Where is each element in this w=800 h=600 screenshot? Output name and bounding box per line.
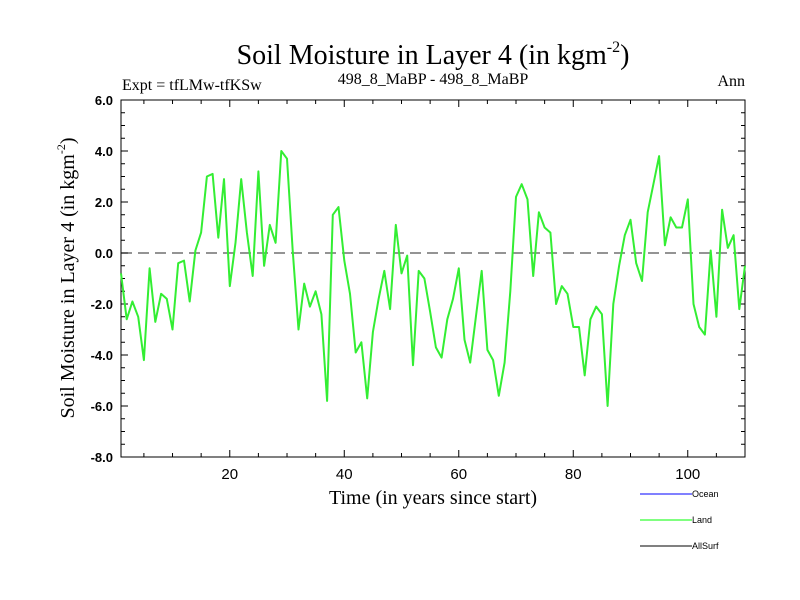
- subtitle-right: Ann: [717, 73, 745, 90]
- x-tick-label: 60: [450, 466, 467, 483]
- legend-label-allsurf: AllSurf: [692, 541, 719, 551]
- legend-label-ocean: Ocean: [692, 489, 719, 499]
- plot-frame: [120, 99, 746, 458]
- chart-title-close: ): [620, 40, 629, 71]
- series-line-land: [120, 150, 746, 407]
- y-tick-label: 4.0: [95, 144, 113, 159]
- y-tick-label: 2.0: [95, 195, 113, 210]
- x-tick-label: 40: [336, 466, 353, 483]
- y-tick-label: -8.0: [91, 450, 113, 465]
- x-axis-label: Time (in years since start): [329, 487, 537, 509]
- legend: Ocean Land AllSurf: [640, 489, 719, 551]
- x-tick-label: 100: [675, 466, 700, 483]
- legend-label-land: Land: [692, 515, 712, 525]
- y-tick-label: 6.0: [95, 93, 113, 108]
- subtitle-center: 498_8_MaBP - 498_8_MaBP: [338, 71, 529, 88]
- subtitle-left: Expt = tfLMw-tfKSw: [122, 77, 262, 94]
- y-axis-label-superscript: -2: [54, 144, 68, 154]
- chart-title-superscript: -2: [607, 39, 620, 56]
- chart-title: Soil Moisture in Layer 4 (in kgm-2): [237, 39, 630, 71]
- x-tick-label: 20: [221, 466, 238, 483]
- y-tick-label: -4.0: [91, 348, 113, 363]
- y-tick-label: -2.0: [91, 297, 113, 312]
- x-tick-label: 80: [565, 466, 582, 483]
- y-tick-label: -6.0: [91, 399, 113, 414]
- y-tick-label: 0.0: [95, 246, 113, 261]
- y-axis-label: Soil Moisture in Layer 4 (in kgm-2): [54, 137, 79, 418]
- y-axis-label-close: ): [57, 137, 79, 144]
